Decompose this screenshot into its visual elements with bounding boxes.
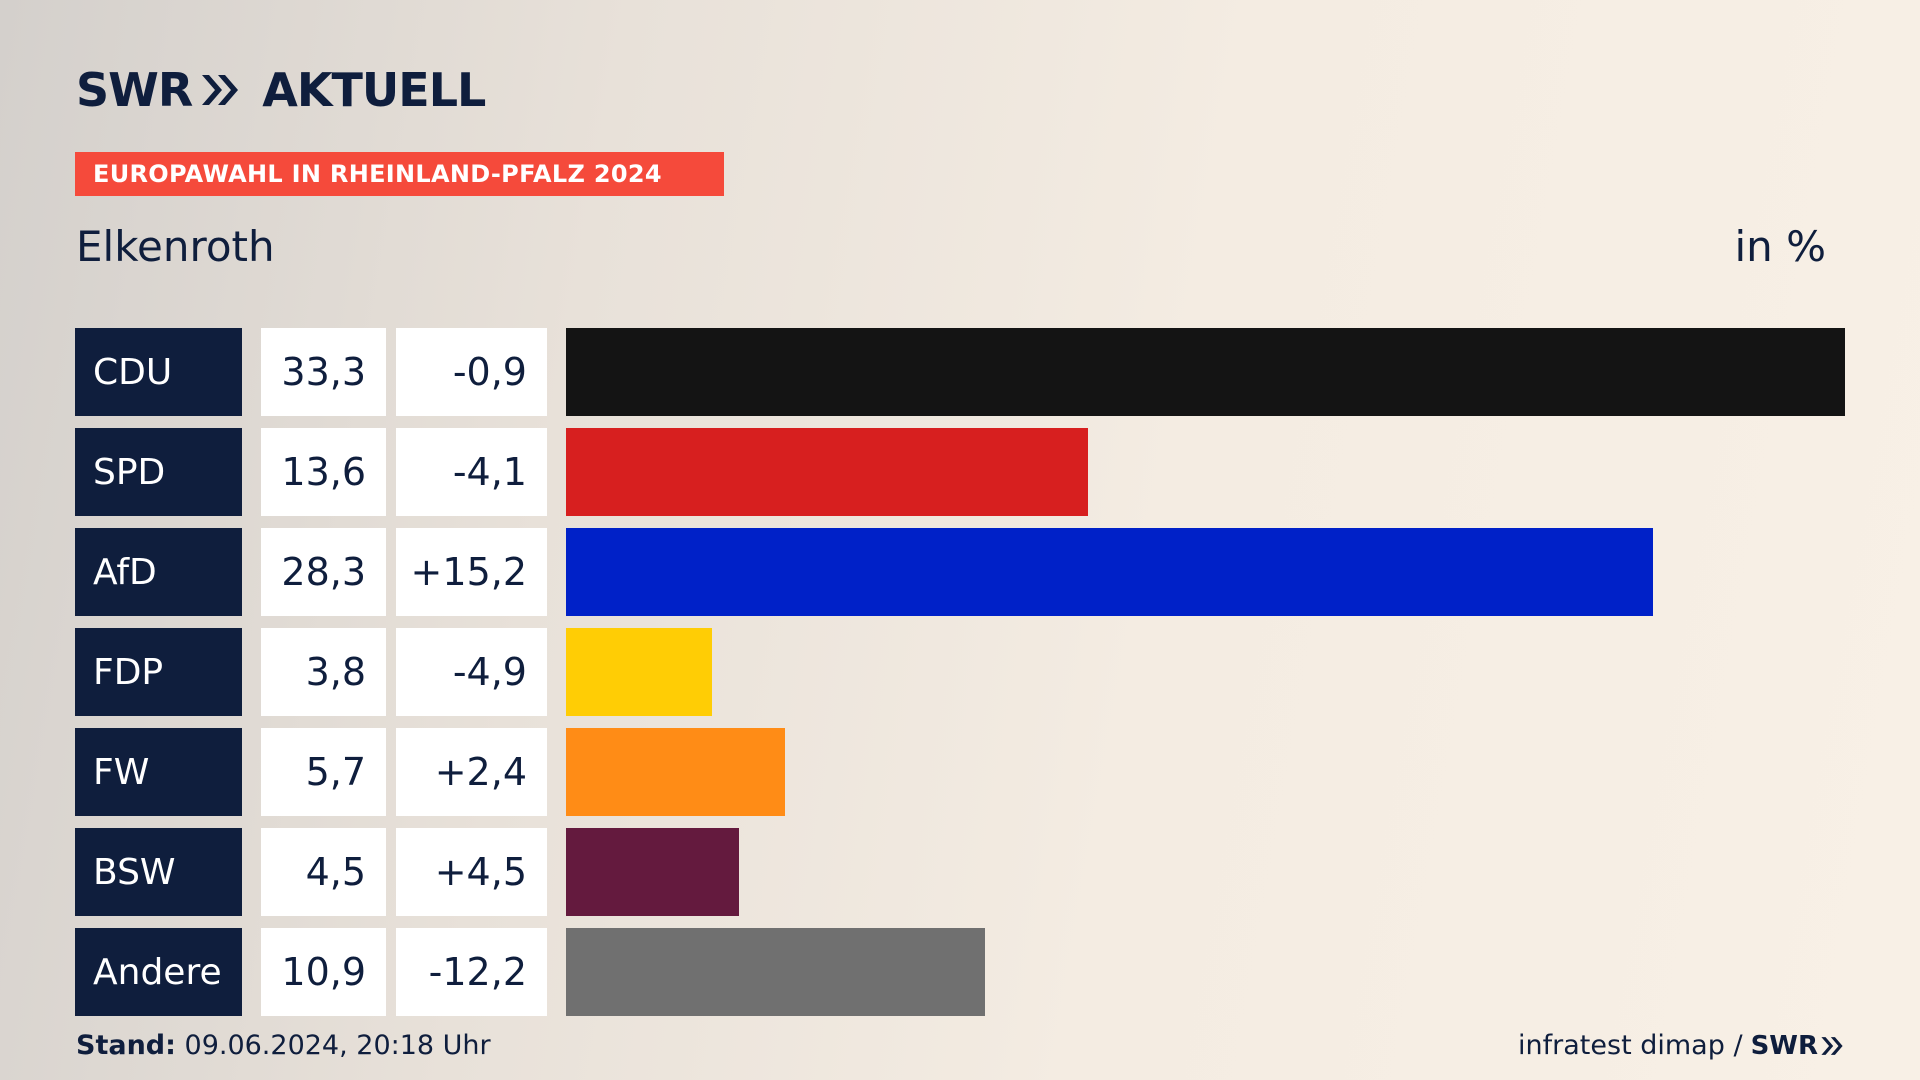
party-label: SPD	[75, 428, 242, 516]
bar	[566, 628, 712, 716]
unit-label: in %	[1734, 222, 1826, 271]
bar	[566, 828, 739, 916]
double-chevron-icon	[1821, 1036, 1843, 1055]
source-text: infratest dimap /	[1518, 1030, 1743, 1061]
value-label: 13,6	[261, 428, 386, 516]
stand-label: Stand:	[76, 1030, 176, 1061]
difference-label: +2,4	[396, 728, 547, 816]
value-label: 5,7	[261, 728, 386, 816]
bar	[566, 428, 1088, 516]
difference-label: -0,9	[396, 328, 547, 416]
source-credit: infratest dimap / SWR	[1518, 1030, 1844, 1061]
value-label: 4,5	[261, 828, 386, 916]
logo-aktuell-text: AKTUELL	[262, 63, 486, 117]
timestamp: Stand: 09.06.2024, 20:18 Uhr	[76, 1030, 491, 1061]
swr-footer-logo: SWR	[1751, 1031, 1844, 1061]
party-label: FW	[75, 728, 242, 816]
stand-value: 09.06.2024, 20:18 Uhr	[184, 1030, 491, 1061]
value-label: 33,3	[261, 328, 386, 416]
difference-label: -4,1	[396, 428, 547, 516]
bar	[566, 528, 1653, 616]
party-label: CDU	[75, 328, 242, 416]
election-banner: EUROPAWAHL IN RHEINLAND-PFALZ 2024	[75, 152, 724, 196]
party-label: Andere	[75, 928, 242, 1016]
difference-label: +15,2	[396, 528, 547, 616]
place-title: Elkenroth	[76, 222, 275, 271]
value-label: 3,8	[261, 628, 386, 716]
difference-label: -12,2	[396, 928, 547, 1016]
party-label: AfD	[75, 528, 242, 616]
swr-footer-text: SWR	[1750, 1030, 1818, 1061]
party-label: FDP	[75, 628, 242, 716]
party-label: BSW	[75, 828, 242, 916]
value-label: 28,3	[261, 528, 386, 616]
double-chevron-icon	[200, 73, 240, 107]
swr-aktuell-logo: SWR AKTUELL	[76, 63, 486, 117]
bar	[566, 928, 985, 1016]
bar	[566, 328, 1845, 416]
difference-label: +4,5	[396, 828, 547, 916]
bar	[566, 728, 785, 816]
logo-swr-text: SWR	[76, 63, 193, 117]
value-label: 10,9	[261, 928, 386, 1016]
difference-label: -4,9	[396, 628, 547, 716]
